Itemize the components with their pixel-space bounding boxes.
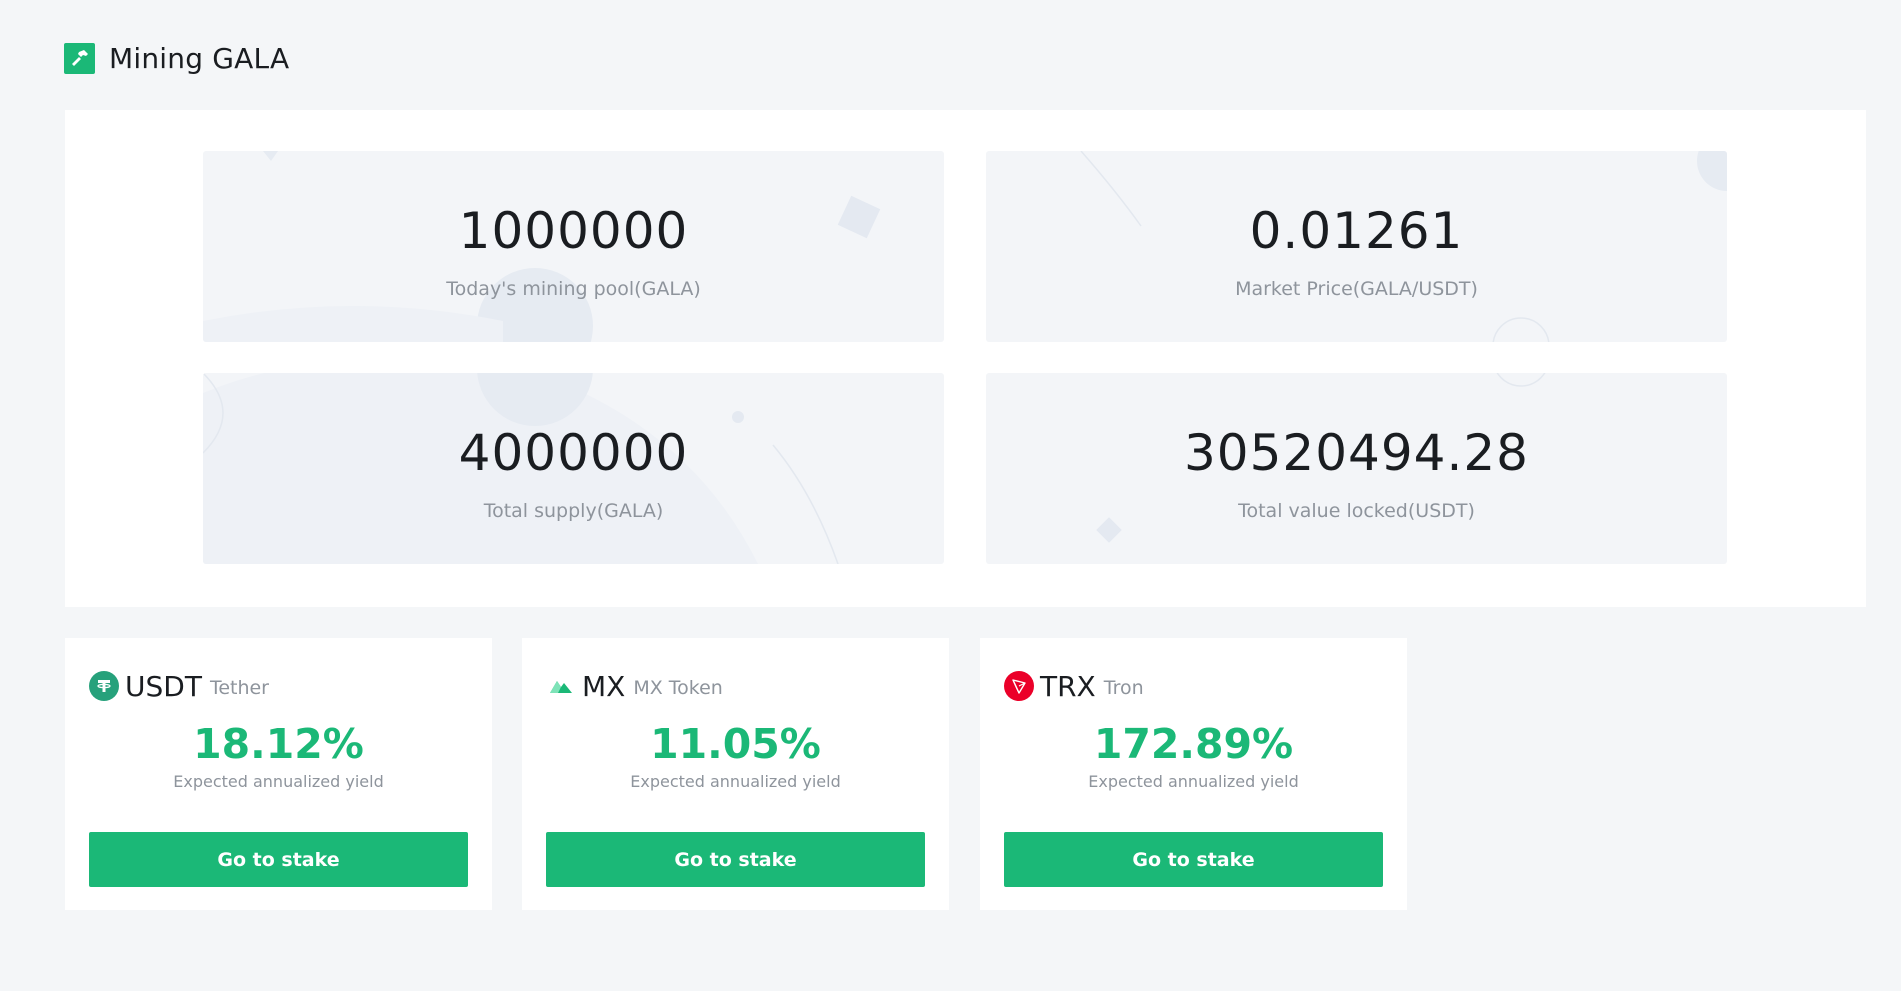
coin-name: Tether [209,677,269,699]
stat-value: 1000000 [458,202,689,260]
stat-label: Market Price(GALA/USDT) [1235,278,1478,300]
yield-label: Expected annualized yield [1088,772,1299,791]
decorative-background [203,151,881,342]
page-title: Mining GALA [109,41,290,75]
tether-icon [89,671,119,701]
hammer-icon [64,42,95,74]
pool-card-trx: TRX Tron 172.89% Expected annualized yie… [980,638,1407,910]
go-to-stake-button[interactable]: Go to stake [1004,832,1383,887]
stat-card-market-price: 0.01261 Market Price(GALA/USDT) [986,151,1727,342]
coin-name: MX Token [633,677,723,699]
coin-symbol: TRX [1040,669,1096,703]
coin-symbol: USDT [125,669,202,703]
yield-label: Expected annualized yield [173,772,384,791]
pool-card-usdt: USDT Tether 18.12% Expected annualized y… [65,638,492,910]
stat-value: 0.01261 [1249,202,1464,260]
stat-label: Today's mining pool(GALA) [446,278,701,300]
go-to-stake-button[interactable]: Go to stake [546,832,925,887]
tron-icon [1004,671,1034,701]
yield-label: Expected annualized yield [630,772,841,791]
stat-card-mining-pool: 1000000 Today's mining pool(GALA) [203,151,944,342]
yield-value: 172.89% [1093,720,1294,768]
coin-symbol: MX [582,669,626,703]
page-header: Mining GALA [64,41,290,75]
coin-name: Tron [1103,677,1144,699]
stat-card-total-value-locked: 30520494.28 Total value locked(USDT) [986,373,1727,564]
decorative-background [203,373,839,564]
stat-label: Total supply(GALA) [483,500,664,522]
stat-value: 4000000 [458,424,689,482]
pool-card-mx: MX MX Token 11.05% Expected annualized y… [522,638,949,910]
mx-token-icon [546,671,576,701]
pool-header: TRX Tron [1004,669,1144,703]
go-to-stake-button[interactable]: Go to stake [89,832,468,887]
decorative-background [1080,151,1727,342]
yield-value: 18.12% [193,720,364,768]
yield-value: 11.05% [650,720,821,768]
stat-label: Total value locked(USDT) [1238,500,1475,522]
pool-header: USDT Tether [89,669,269,703]
stat-value: 30520494.28 [1183,424,1529,482]
stat-card-total-supply: 4000000 Total supply(GALA) [203,373,944,564]
stats-panel: 1000000 Today's mining pool(GALA) 0.0126… [65,110,1866,607]
decorative-background [1096,373,1546,543]
pool-header: MX MX Token [546,669,723,703]
